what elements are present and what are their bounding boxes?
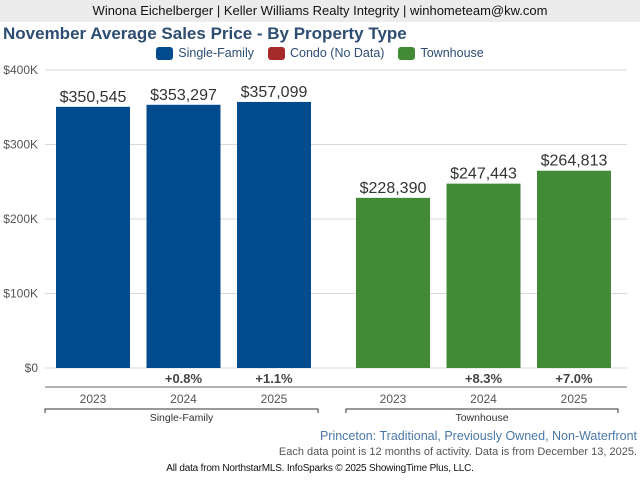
x-tick-label: 2023 xyxy=(80,392,107,406)
y-tick-label: $100K xyxy=(3,287,38,301)
group-label: Single-Family xyxy=(150,412,214,424)
legend-swatch-single-family xyxy=(156,46,174,60)
y-tick-label: $200K xyxy=(3,212,38,226)
x-tick-label: 2025 xyxy=(261,392,288,406)
x-tick-label: 2024 xyxy=(470,392,497,406)
x-tick-label: 2024 xyxy=(170,392,197,406)
chart-legend: Single-Family Condo (No Data) Townhouse xyxy=(0,46,640,60)
y-tick-label: $400K xyxy=(3,63,38,77)
data-label: $264,813 xyxy=(541,153,608,170)
data-credit: All data from NorthstarMLS. InfoSparks ©… xyxy=(166,463,474,474)
data-label: $357,099 xyxy=(241,84,308,101)
data-label: $228,390 xyxy=(360,180,427,197)
chart-title: November Average Sales Price - By Proper… xyxy=(3,24,407,43)
filter-description: Princeton: Traditional, Previously Owned… xyxy=(319,429,637,443)
legend-item-townhouse[interactable]: Townhouse xyxy=(398,46,484,60)
bar-townhouse-2024 xyxy=(446,183,521,368)
data-note: Each data point is 12 months of activity… xyxy=(278,446,637,458)
bar-single-family-2023 xyxy=(56,106,130,369)
legend-swatch-townhouse xyxy=(398,46,416,60)
x-tick-label: 2025 xyxy=(561,392,588,406)
group-label: Townhouse xyxy=(455,412,508,424)
group-bracket xyxy=(345,408,619,413)
bar-townhouse-2025 xyxy=(537,170,611,368)
legend-swatch-condo xyxy=(267,46,285,60)
change-label: +7.0% xyxy=(555,371,593,386)
bar-single-family-2025 xyxy=(237,101,311,368)
legend-item-single-family[interactable]: Single-Family xyxy=(156,46,254,60)
legend-item-condo[interactable]: Condo (No Data) xyxy=(267,46,385,60)
bar-townhouse-2023 xyxy=(356,197,430,368)
bar-single-family-2024 xyxy=(146,104,221,368)
legend-label: Single-Family xyxy=(178,46,254,60)
y-tick-label: $0 xyxy=(25,361,39,375)
y-tick-label: $300K xyxy=(3,138,38,152)
change-label: +8.3% xyxy=(465,371,503,386)
data-label: $247,443 xyxy=(450,166,517,183)
change-label: +1.1% xyxy=(255,371,293,386)
legend-label: Townhouse xyxy=(420,46,484,60)
data-label: $353,297 xyxy=(150,87,217,104)
change-label: +0.8% xyxy=(165,371,203,386)
x-tick-label: 2023 xyxy=(380,392,407,406)
legend-label: Condo (No Data) xyxy=(289,46,385,60)
data-label: $350,545 xyxy=(60,89,127,106)
group-bracket xyxy=(44,408,319,413)
agent-header: Winona Eichelberger | Keller Williams Re… xyxy=(0,0,640,22)
